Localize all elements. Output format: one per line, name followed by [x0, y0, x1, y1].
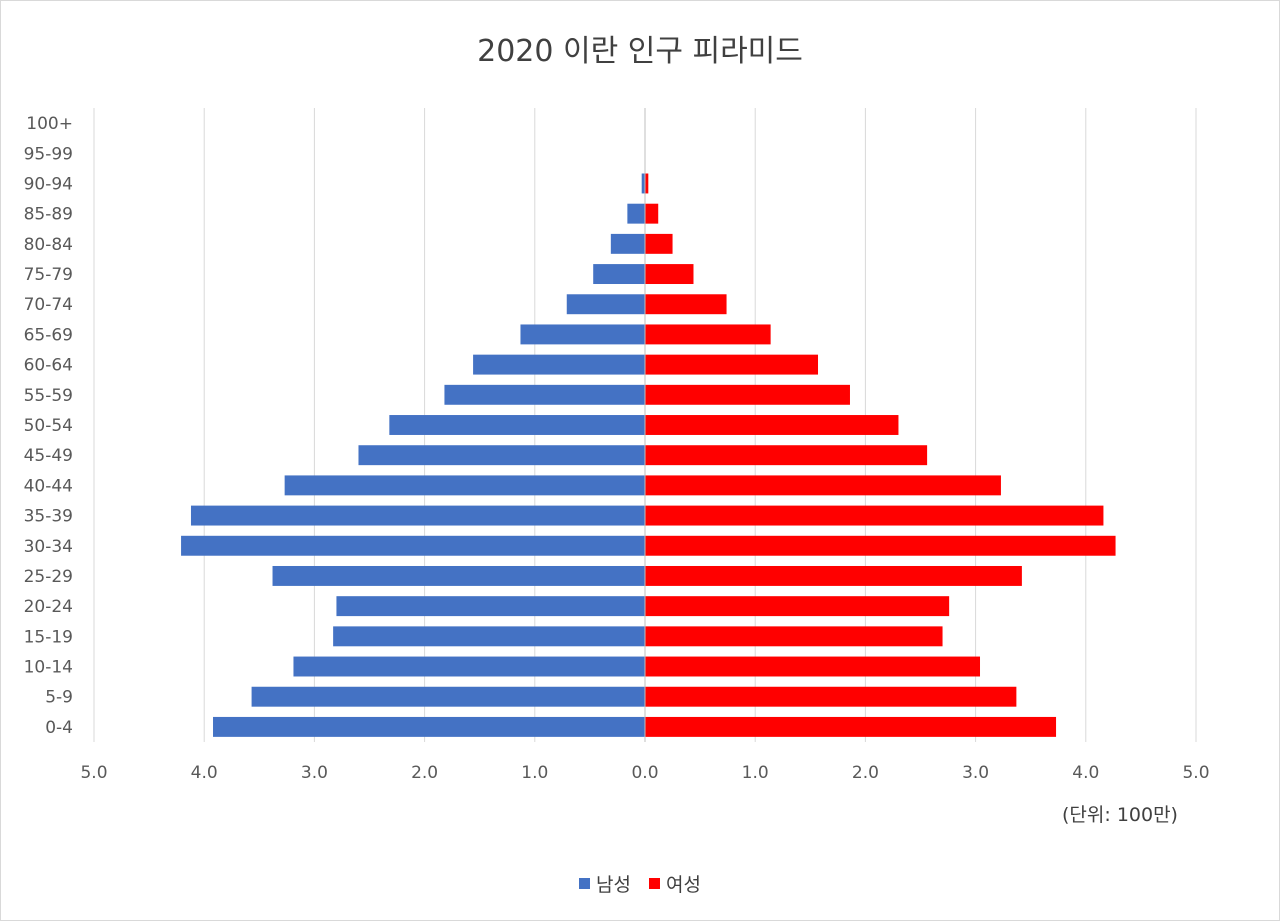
bar-male — [333, 626, 645, 647]
x-tick-label: 5.0 — [80, 763, 107, 783]
x-tick-label: 3.0 — [301, 763, 328, 783]
bar-male — [641, 173, 645, 194]
y-tick-label: 75-79 — [24, 265, 73, 285]
y-tick-label: 80-84 — [24, 235, 73, 255]
y-tick-label: 85-89 — [24, 205, 73, 225]
y-tick-label: 40-44 — [24, 476, 73, 496]
bar-male — [213, 716, 646, 737]
bar-female — [645, 445, 928, 466]
bar-female — [645, 475, 1001, 496]
bar-male — [444, 384, 645, 405]
y-tick-label: 70-74 — [24, 295, 73, 315]
y-tick-label: 50-54 — [24, 416, 73, 436]
x-tick-label: 2.0 — [411, 763, 438, 783]
x-tick-label: 5.0 — [1182, 763, 1209, 783]
bar-male — [272, 565, 645, 586]
bar-female — [645, 565, 1022, 586]
bar-female — [645, 324, 771, 345]
bar-male — [566, 294, 645, 315]
x-tick-label: 3.0 — [962, 763, 989, 783]
legend: 남성 여성 — [0, 870, 1280, 897]
y-tick-label: 55-59 — [24, 386, 73, 406]
bar-female — [645, 656, 981, 677]
x-tick-label: 1.0 — [742, 763, 769, 783]
legend-label-female: 여성 — [666, 874, 701, 896]
y-tick-label: 45-49 — [24, 446, 73, 466]
bar-male — [473, 354, 645, 375]
bar-male — [190, 505, 645, 526]
legend-item-female: 여성 — [649, 870, 701, 897]
legend-swatch-female — [649, 878, 660, 889]
bar-male — [293, 656, 645, 677]
y-tick-label: 35-39 — [24, 507, 73, 527]
y-tick-label: 0-4 — [45, 718, 73, 738]
x-tick-label: 0.0 — [631, 763, 658, 783]
bar-female — [645, 626, 943, 647]
y-tick-label: 5-9 — [45, 688, 73, 708]
bar-male — [251, 686, 645, 707]
y-tick-label: 20-24 — [24, 597, 73, 617]
bar-female — [645, 415, 899, 435]
legend-item-male: 남성 — [579, 870, 631, 897]
bar-female — [645, 354, 819, 375]
bar-male — [336, 596, 645, 617]
bar-male — [520, 324, 645, 345]
x-tick-label: 4.0 — [1072, 763, 1099, 783]
bar-male — [389, 415, 645, 435]
bar-female — [645, 596, 950, 617]
y-tick-label: 95-99 — [24, 144, 73, 164]
y-tick-label: 90-94 — [24, 174, 73, 194]
bar-female — [645, 716, 1057, 737]
x-tick-label: 4.0 — [191, 763, 218, 783]
bar-female — [645, 294, 727, 315]
y-tick-label: 60-64 — [24, 356, 73, 376]
bar-female — [645, 173, 649, 194]
bar-female — [645, 384, 850, 405]
y-tick-label: 30-34 — [24, 537, 73, 557]
bar-female — [645, 505, 1104, 526]
bar-female — [645, 203, 659, 224]
legend-label-male: 남성 — [596, 874, 631, 896]
bar-female — [645, 264, 694, 285]
y-tick-label: 15-19 — [24, 627, 73, 647]
legend-swatch-male — [579, 878, 591, 889]
bar-female — [645, 686, 1017, 707]
x-tick-label: 1.0 — [521, 763, 548, 783]
bar-male — [284, 475, 645, 496]
y-tick-label: 10-14 — [24, 658, 73, 678]
y-tick-label: 65-69 — [24, 325, 73, 345]
bar-female — [645, 233, 673, 254]
chart-title: 2020 이란 인구 피라미드 — [477, 34, 803, 69]
y-tick-label: 100+ — [26, 114, 73, 134]
bar-male — [358, 445, 645, 466]
bar-male — [181, 535, 646, 556]
bar-male — [627, 203, 645, 224]
unit-note: (단위: 100만) — [1062, 804, 1178, 826]
x-tick-label: 2.0 — [852, 763, 879, 783]
y-tick-label: 25-29 — [24, 567, 73, 587]
bar-male — [593, 264, 645, 285]
bar-female — [645, 535, 1116, 556]
bar-male — [610, 233, 645, 254]
